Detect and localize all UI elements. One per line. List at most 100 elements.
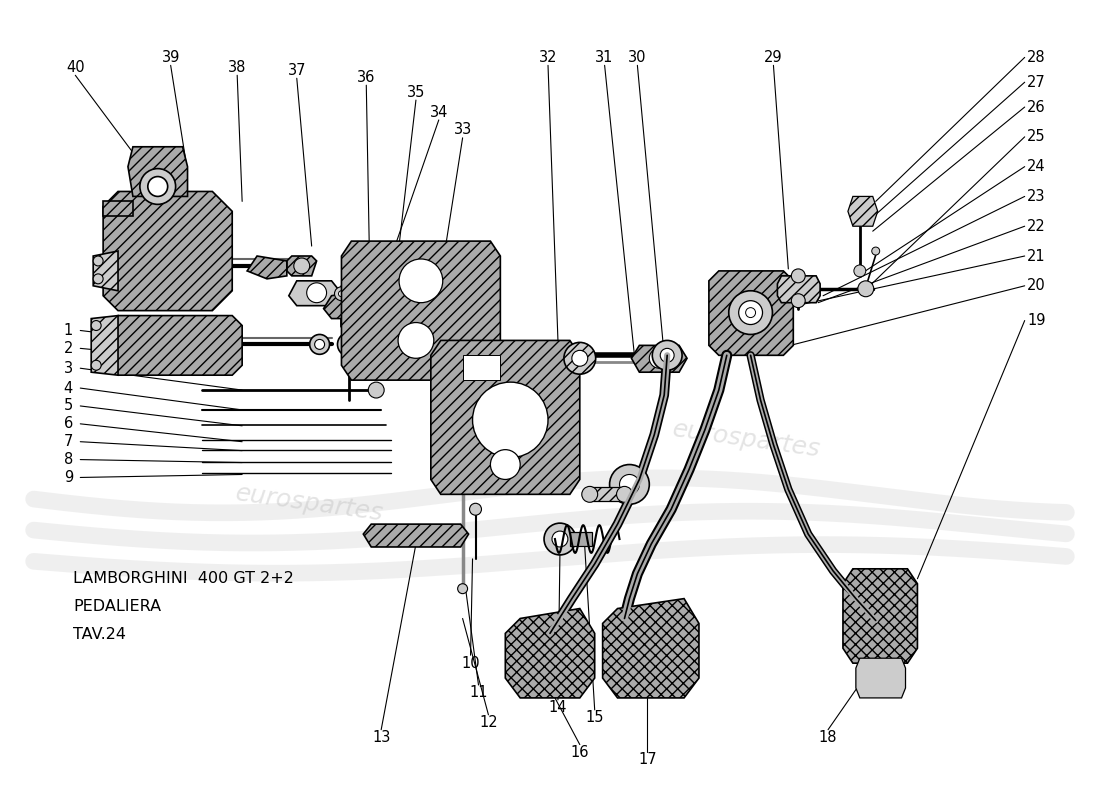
Text: 1: 1 <box>64 323 73 338</box>
Text: 2: 2 <box>64 341 73 356</box>
Text: 21: 21 <box>1027 249 1046 263</box>
Circle shape <box>338 333 361 356</box>
Text: 10: 10 <box>461 656 480 670</box>
Circle shape <box>791 269 805 283</box>
Text: 22: 22 <box>1027 218 1046 234</box>
Text: 30: 30 <box>628 50 647 65</box>
Circle shape <box>572 350 587 366</box>
Polygon shape <box>778 276 821 302</box>
Polygon shape <box>463 355 500 380</box>
Text: 39: 39 <box>162 50 179 65</box>
Circle shape <box>94 274 103 284</box>
Text: eurospartes: eurospartes <box>671 418 823 462</box>
Text: 33: 33 <box>453 122 472 138</box>
Text: LAMBORGHINI  400 GT 2+2: LAMBORGHINI 400 GT 2+2 <box>74 571 294 586</box>
Polygon shape <box>631 346 688 372</box>
Circle shape <box>871 247 880 255</box>
Text: 19: 19 <box>1027 313 1046 328</box>
Text: 3: 3 <box>64 361 73 376</box>
Text: 12: 12 <box>480 715 497 730</box>
Polygon shape <box>431 341 580 494</box>
Circle shape <box>491 450 520 479</box>
Text: 5: 5 <box>64 398 73 414</box>
Text: 6: 6 <box>64 416 73 431</box>
Text: 36: 36 <box>358 70 375 85</box>
Circle shape <box>564 342 596 374</box>
Text: 14: 14 <box>549 700 568 715</box>
Text: PEDALIERA: PEDALIERA <box>74 599 162 614</box>
Circle shape <box>339 290 344 297</box>
Circle shape <box>582 486 597 502</box>
Polygon shape <box>363 524 469 547</box>
Circle shape <box>746 308 756 318</box>
Circle shape <box>334 286 349 301</box>
Text: 37: 37 <box>287 63 306 78</box>
Polygon shape <box>94 251 118 290</box>
Circle shape <box>368 382 384 398</box>
Circle shape <box>858 281 873 297</box>
Text: 34: 34 <box>430 105 448 119</box>
Circle shape <box>399 259 442 302</box>
Polygon shape <box>341 241 500 380</box>
Text: 26: 26 <box>1027 99 1046 114</box>
Text: 38: 38 <box>228 60 246 75</box>
Text: TAV.24: TAV.24 <box>74 627 126 642</box>
Circle shape <box>473 382 548 458</box>
Text: 35: 35 <box>407 85 425 100</box>
Circle shape <box>458 584 468 594</box>
Text: 31: 31 <box>595 50 614 65</box>
Text: 17: 17 <box>638 752 657 767</box>
Text: 23: 23 <box>1027 189 1046 204</box>
Polygon shape <box>603 598 698 698</box>
Text: 24: 24 <box>1027 159 1046 174</box>
Circle shape <box>91 321 101 330</box>
Polygon shape <box>289 281 340 306</box>
Circle shape <box>398 322 433 358</box>
Polygon shape <box>91 315 118 375</box>
Text: 40: 40 <box>66 60 85 75</box>
Text: 32: 32 <box>539 50 558 65</box>
Text: 25: 25 <box>1027 130 1046 144</box>
Circle shape <box>294 258 310 274</box>
Text: 18: 18 <box>818 730 837 745</box>
Circle shape <box>652 341 682 370</box>
Polygon shape <box>248 256 287 279</box>
Text: 11: 11 <box>470 686 487 701</box>
Circle shape <box>649 348 669 368</box>
Circle shape <box>91 360 101 370</box>
Text: eurospartes: eurospartes <box>234 481 385 526</box>
Circle shape <box>147 177 167 197</box>
Circle shape <box>609 465 649 504</box>
Circle shape <box>544 523 575 555</box>
Text: 13: 13 <box>372 730 390 745</box>
Polygon shape <box>856 658 905 698</box>
Circle shape <box>310 334 330 354</box>
Text: 15: 15 <box>585 710 604 726</box>
Circle shape <box>94 256 103 266</box>
Polygon shape <box>848 197 878 226</box>
Polygon shape <box>323 290 370 318</box>
Text: 8: 8 <box>64 452 73 467</box>
Text: 29: 29 <box>764 50 783 65</box>
Polygon shape <box>590 487 625 502</box>
Circle shape <box>616 486 632 502</box>
Polygon shape <box>505 609 595 698</box>
Circle shape <box>791 294 805 308</box>
Polygon shape <box>103 202 133 216</box>
Circle shape <box>552 531 568 547</box>
Text: 27: 27 <box>1027 74 1046 90</box>
Circle shape <box>619 474 639 494</box>
Polygon shape <box>287 256 317 276</box>
Circle shape <box>315 339 324 350</box>
Polygon shape <box>708 271 793 355</box>
Polygon shape <box>843 569 917 663</box>
Circle shape <box>307 283 327 302</box>
Text: 4: 4 <box>64 381 73 395</box>
Circle shape <box>854 265 866 277</box>
Circle shape <box>739 301 762 325</box>
Polygon shape <box>103 191 232 310</box>
Text: 7: 7 <box>64 434 73 450</box>
Circle shape <box>660 348 674 362</box>
Circle shape <box>343 338 355 350</box>
Circle shape <box>140 169 176 204</box>
